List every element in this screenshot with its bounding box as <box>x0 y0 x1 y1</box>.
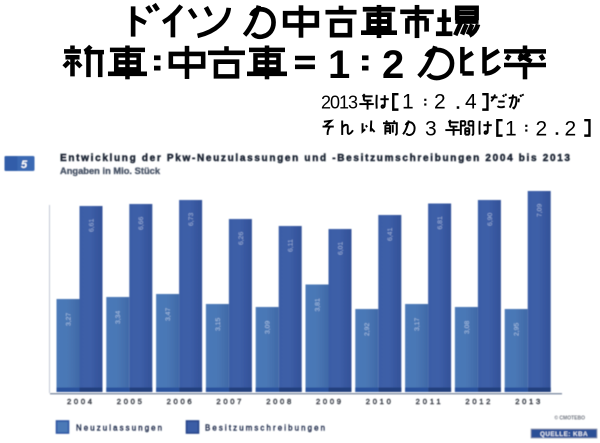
svg-text:2,92: 2,92 <box>364 323 371 336</box>
svg-text:6,01: 6,01 <box>337 242 344 255</box>
svg-text:2013: 2013 <box>515 397 540 406</box>
svg-text:6,66: 6,66 <box>138 217 145 230</box>
svg-text:1: 1 <box>328 43 350 87</box>
svg-text:3,09: 3,09 <box>265 321 272 334</box>
svg-text:2004: 2004 <box>67 397 92 406</box>
svg-text:6,41: 6,41 <box>387 228 394 241</box>
svg-text:3,27: 3,27 <box>65 313 72 326</box>
svg-text:2009: 2009 <box>316 397 341 406</box>
svg-text:3,34: 3,34 <box>115 311 122 324</box>
svg-text:Entwicklung der Pkw-Neuzulassu: Entwicklung der Pkw-Neuzulassungen und -… <box>60 153 570 164</box>
svg-text:3,15: 3,15 <box>215 318 222 331</box>
svg-text:6,73: 6,73 <box>188 213 195 226</box>
svg-text:3,08: 3,08 <box>464 321 471 334</box>
svg-text:2010: 2010 <box>366 397 391 406</box>
svg-text:6,61: 6,61 <box>88 219 95 232</box>
svg-text:2008: 2008 <box>266 397 291 406</box>
svg-text:2: 2 <box>536 118 548 141</box>
svg-text:1: 1 <box>402 91 414 114</box>
svg-text:6,90: 6,90 <box>487 213 494 226</box>
svg-text:1: 1 <box>505 118 517 141</box>
svg-text:2: 2 <box>382 43 404 87</box>
svg-text:2: 2 <box>565 118 577 141</box>
svg-text:3,81: 3,81 <box>314 298 321 311</box>
svg-text:Angaben in Mio. Stück: Angaben in Mio. Stück <box>60 166 161 176</box>
svg-text:6,81: 6,81 <box>437 216 444 229</box>
svg-text:Neuzulassungen: Neuzulassungen <box>76 424 162 433</box>
svg-text:2011: 2011 <box>416 397 441 406</box>
svg-text:3,17: 3,17 <box>414 318 421 331</box>
svg-text:2,95: 2,95 <box>514 323 521 336</box>
svg-text:3: 3 <box>425 118 437 141</box>
svg-text:3,47: 3,47 <box>165 308 172 321</box>
svg-text:© CMOTEBO: © CMOTEBO <box>554 415 585 422</box>
svg-text:6,26: 6,26 <box>238 232 245 245</box>
svg-text:5: 5 <box>21 159 28 171</box>
svg-text:6,11: 6,11 <box>288 239 295 252</box>
svg-text:7,09: 7,09 <box>537 204 544 217</box>
svg-text:2005: 2005 <box>117 397 142 406</box>
svg-text:2013: 2013 <box>321 93 358 113</box>
svg-text:2: 2 <box>434 91 446 114</box>
svg-text:Besitzumschreibungen: Besitzumschreibungen <box>205 424 325 433</box>
svg-text:2006: 2006 <box>167 397 192 406</box>
svg-text:QUELLE: KBA: QUELLE: KBA <box>540 431 588 438</box>
svg-text:2007: 2007 <box>216 397 241 406</box>
svg-text:2012: 2012 <box>465 397 490 406</box>
svg-text:4: 4 <box>465 91 477 114</box>
